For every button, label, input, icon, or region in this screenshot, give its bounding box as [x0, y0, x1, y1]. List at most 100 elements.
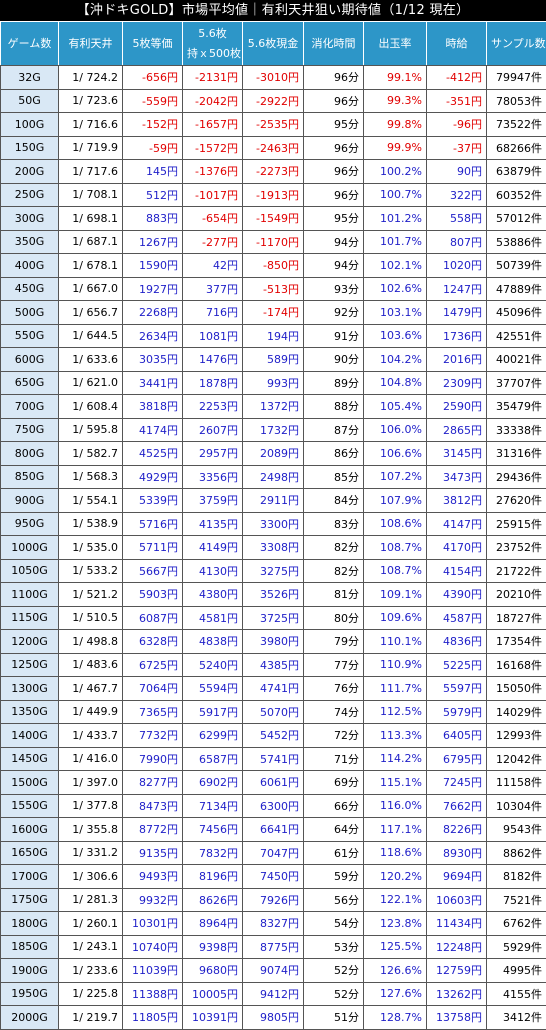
cell-game: 600G	[1, 348, 59, 372]
cell-tenjou: 1/ 467.7	[59, 677, 123, 701]
cell-56mai-cash: -850円	[243, 254, 304, 278]
cell-hourly: -351円	[427, 89, 487, 113]
cell-56mai-cash: 6641円	[243, 818, 304, 842]
cell-sample: 68266件	[487, 136, 546, 160]
cell-tenjou: 1/ 656.7	[59, 301, 123, 325]
cell-5mai: 1267円	[123, 230, 183, 254]
cell-tenjou: 1/ 521.2	[59, 583, 123, 607]
cell-hourly: 3473円	[427, 465, 487, 489]
cell-5mai: 7064円	[123, 677, 183, 701]
cell-56mai-cash: 6300円	[243, 794, 304, 818]
cell-tenjou: 1/ 281.3	[59, 888, 123, 912]
cell-sample: 10304件	[487, 794, 546, 818]
cell-time: 95分	[304, 207, 364, 231]
cell-tenjou: 1/ 719.9	[59, 136, 123, 160]
cell-tenjou: 1/ 306.6	[59, 865, 123, 889]
cell-56mai-mochi: 7456円	[183, 818, 243, 842]
cell-tenjou: 1/ 716.6	[59, 113, 123, 137]
cell-56mai-cash: 3526円	[243, 583, 304, 607]
table-header: ゲーム数 有利天井 5枚等価 5.6枚 持ｘ500枚 5.6枚現金 消化時間 出…	[1, 22, 546, 66]
cell-56mai-cash: 3300円	[243, 512, 304, 536]
cell-56mai-mochi: -2131円	[183, 66, 243, 90]
cell-hourly: 12248円	[427, 935, 487, 959]
cell-5mai: 7732円	[123, 724, 183, 748]
cell-sample: 15050件	[487, 677, 546, 701]
cell-hourly: 4170円	[427, 536, 487, 560]
cell-time: 90分	[304, 348, 364, 372]
cell-rate: 112.5%	[364, 700, 427, 724]
cell-tenjou: 1/ 644.5	[59, 324, 123, 348]
cell-tenjou: 1/ 510.5	[59, 606, 123, 630]
col-header-56mai-line1: 5.6枚	[187, 24, 238, 44]
cell-tenjou: 1/ 595.8	[59, 418, 123, 442]
col-header-game: ゲーム数	[1, 22, 59, 66]
cell-56mai-mochi: 4838円	[183, 630, 243, 654]
cell-game: 50G	[1, 89, 59, 113]
col-header-5mai: 5枚等価	[123, 22, 183, 66]
col-header-hourly: 時給	[427, 22, 487, 66]
cell-rate: 113.3%	[364, 724, 427, 748]
cell-tenjou: 1/ 621.0	[59, 371, 123, 395]
cell-sample: 78053件	[487, 89, 546, 113]
cell-tenjou: 1/ 723.6	[59, 89, 123, 113]
cell-time: 77分	[304, 653, 364, 677]
cell-hourly: 11434円	[427, 912, 487, 936]
cell-56mai-mochi: 377円	[183, 277, 243, 301]
cell-tenjou: 1/ 535.0	[59, 536, 123, 560]
cell-game: 400G	[1, 254, 59, 278]
cell-rate: 101.7%	[364, 230, 427, 254]
cell-rate: 104.8%	[364, 371, 427, 395]
cell-game: 2000G	[1, 1006, 59, 1030]
cell-5mai: 9135円	[123, 841, 183, 865]
col-header-time: 消化時間	[304, 22, 364, 66]
cell-rate: 114.2%	[364, 747, 427, 771]
cell-game: 1600G	[1, 818, 59, 842]
cell-rate: 110.9%	[364, 653, 427, 677]
cell-56mai-mochi: 2253円	[183, 395, 243, 419]
cell-tenjou: 1/ 608.4	[59, 395, 123, 419]
cell-sample: 17354件	[487, 630, 546, 654]
cell-sample: 6762件	[487, 912, 546, 936]
cell-56mai-cash: 6061円	[243, 771, 304, 795]
cell-sample: 42551件	[487, 324, 546, 348]
cell-5mai: 2634円	[123, 324, 183, 348]
cell-time: 76分	[304, 677, 364, 701]
cell-56mai-mochi: 4149円	[183, 536, 243, 560]
cell-game: 450G	[1, 277, 59, 301]
cell-tenjou: 1/ 433.7	[59, 724, 123, 748]
cell-time: 59分	[304, 865, 364, 889]
cell-sample: 73522件	[487, 113, 546, 137]
cell-56mai-mochi: 8964円	[183, 912, 243, 936]
cell-hourly: 6405円	[427, 724, 487, 748]
cell-tenjou: 1/ 260.1	[59, 912, 123, 936]
cell-time: 93分	[304, 277, 364, 301]
cell-hourly: 4154円	[427, 559, 487, 583]
cell-game: 800G	[1, 442, 59, 466]
cell-time: 80分	[304, 606, 364, 630]
cell-5mai: -656円	[123, 66, 183, 90]
cell-56mai-mochi: 8626円	[183, 888, 243, 912]
cell-hourly: 7245円	[427, 771, 487, 795]
col-header-sample: サンプル数	[487, 22, 546, 66]
cell-56mai-cash: 5741円	[243, 747, 304, 771]
cell-56mai-mochi: -654円	[183, 207, 243, 231]
cell-sample: 5929件	[487, 935, 546, 959]
cell-rate: 110.1%	[364, 630, 427, 654]
cell-game: 1450G	[1, 747, 59, 771]
cell-time: 82分	[304, 559, 364, 583]
cell-time: 94分	[304, 254, 364, 278]
cell-rate: 128.7%	[364, 1006, 427, 1030]
cell-time: 96分	[304, 136, 364, 160]
